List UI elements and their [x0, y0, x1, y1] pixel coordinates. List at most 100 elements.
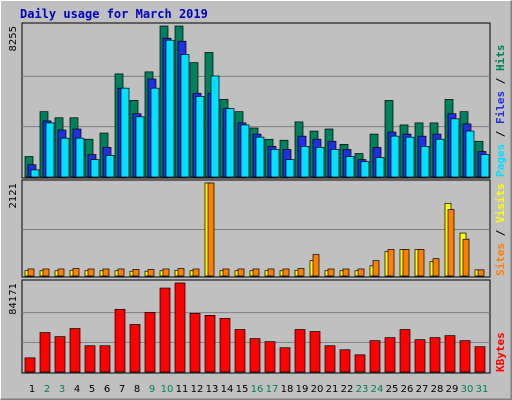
- bar: [420, 146, 430, 178]
- y-tick-label: 84171: [8, 283, 19, 315]
- panel: [21, 179, 491, 278]
- x-tick-label: 7: [119, 384, 125, 395]
- x-tick-label: 26: [401, 384, 414, 395]
- bar: [360, 161, 370, 178]
- bar: [207, 182, 215, 277]
- bar: [135, 116, 145, 178]
- bar: [54, 336, 66, 373]
- x-tick-label: 30: [461, 384, 474, 395]
- bar: [147, 269, 155, 277]
- bar: [282, 268, 290, 277]
- bar: [339, 349, 351, 373]
- bar: [477, 269, 485, 277]
- x-tick-label: 9: [149, 384, 155, 395]
- bar: [342, 268, 350, 277]
- x-tick-label: 5: [89, 384, 95, 395]
- legend-entry: Files: [494, 91, 507, 124]
- bar: [480, 154, 490, 178]
- x-tick-label: 27: [416, 384, 429, 395]
- legend: KBytes: [494, 332, 507, 372]
- bar: [72, 268, 80, 277]
- bar: [330, 149, 340, 178]
- x-tick-label: 3: [59, 384, 65, 395]
- bar: [435, 138, 445, 178]
- bar: [444, 335, 456, 373]
- bar: [402, 249, 410, 277]
- legend-separator: /: [494, 223, 507, 243]
- bar: [279, 347, 291, 373]
- bar: [57, 268, 65, 277]
- y-tick-label: 8255: [8, 26, 19, 51]
- x-tick-label: 12: [191, 384, 204, 395]
- bar: [132, 269, 140, 277]
- bar: [300, 146, 310, 178]
- x-tick-label: 22: [341, 384, 354, 395]
- bar: [462, 238, 470, 277]
- bar: [450, 118, 460, 178]
- bar: [234, 329, 246, 373]
- bar: [27, 268, 35, 277]
- bar: [105, 155, 115, 178]
- bar: [345, 156, 355, 178]
- bar: [210, 75, 220, 178]
- x-tick-label: 28: [431, 384, 444, 395]
- legend-entry: Visits: [494, 183, 507, 223]
- y-tick-label: 2121: [8, 183, 19, 208]
- x-tick-label: 24: [371, 384, 384, 395]
- bar: [189, 312, 201, 373]
- bar: [264, 341, 276, 373]
- bar: [195, 96, 205, 178]
- x-tick-label: 13: [206, 384, 219, 395]
- bar: [222, 268, 230, 277]
- bar: [285, 159, 295, 178]
- bar: [30, 169, 40, 178]
- x-tick-label: 15: [236, 384, 249, 395]
- bar: [369, 340, 381, 373]
- bar: [249, 338, 261, 373]
- bar: [324, 345, 336, 373]
- legend: Pages / Files / Hits: [494, 45, 507, 178]
- bar: [24, 357, 36, 373]
- bar: [429, 337, 441, 373]
- x-tick-label: 31: [476, 384, 489, 395]
- legend-separator: /: [494, 71, 507, 91]
- bar: [294, 329, 306, 373]
- bar: [417, 249, 425, 277]
- x-tick-label: 11: [176, 384, 189, 395]
- x-tick-label: 20: [311, 384, 324, 395]
- bar: [267, 268, 275, 277]
- bar: [225, 108, 235, 178]
- x-tick-label: 23: [356, 384, 369, 395]
- x-tick-label: 18: [281, 384, 294, 395]
- bar: [390, 135, 400, 178]
- bar: [255, 136, 265, 178]
- bar: [465, 130, 475, 178]
- bar: [240, 124, 250, 178]
- chart-title: Daily usage for March 2019: [20, 7, 208, 21]
- x-tick-label: 29: [446, 384, 459, 395]
- bar: [204, 315, 216, 373]
- legend-entry: Pages: [494, 144, 507, 177]
- bar: [150, 87, 160, 178]
- bar: [375, 157, 385, 178]
- bar: [399, 329, 411, 373]
- bar: [309, 331, 321, 373]
- legend-entry: Sites: [494, 243, 507, 276]
- bar: [60, 137, 70, 178]
- x-tick-label: 2: [44, 384, 50, 395]
- bar: [99, 345, 111, 373]
- bar: [432, 258, 440, 277]
- bar: [327, 268, 335, 277]
- legend-separator: /: [494, 124, 507, 144]
- x-tick-label: 8: [134, 384, 140, 395]
- bar: [144, 311, 156, 373]
- x-tick-label: 25: [386, 384, 399, 395]
- bar: [117, 268, 125, 277]
- bar: [102, 268, 110, 277]
- bar: [162, 268, 170, 277]
- bar: [129, 324, 141, 373]
- bar: [354, 354, 366, 373]
- bar: [177, 268, 185, 277]
